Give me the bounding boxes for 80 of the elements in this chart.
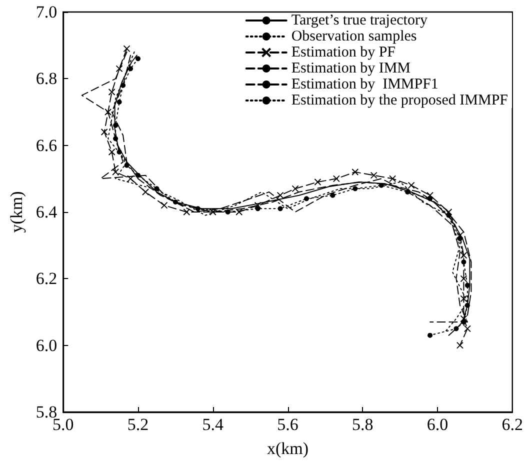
point — [142, 188, 150, 196]
point — [352, 186, 358, 192]
legend-label: Estimation by PF — [291, 44, 396, 60]
point — [428, 332, 433, 338]
point — [172, 200, 178, 204]
point — [183, 208, 190, 216]
point — [332, 175, 340, 182]
point — [428, 196, 433, 202]
point — [460, 295, 468, 302]
point — [209, 208, 216, 216]
point — [461, 260, 466, 264]
y-tick-label: 6.2 — [36, 269, 58, 288]
point — [461, 320, 466, 324]
x-axis-title: x(km) — [266, 439, 309, 458]
x-tick-label: 6.0 — [426, 415, 448, 434]
point — [456, 232, 464, 239]
y-tick-label: 6.6 — [36, 136, 58, 155]
y-tick-label: 6.8 — [36, 69, 58, 88]
point — [123, 45, 130, 52]
point — [370, 172, 378, 179]
point — [445, 208, 452, 216]
y-tick-label: 6.4 — [36, 202, 58, 222]
y-tick-label: 7.0 — [36, 2, 58, 22]
point — [154, 186, 160, 192]
x-tick-label: 5.8 — [352, 415, 374, 434]
point — [314, 178, 322, 186]
point — [128, 66, 134, 72]
legend-label: Observation samples — [291, 28, 417, 44]
point — [292, 185, 299, 192]
x-tick-label: 5.6 — [277, 415, 298, 434]
legend-label: Estimation by the proposed IMMPF — [291, 92, 508, 108]
point — [112, 168, 120, 176]
point — [454, 326, 459, 332]
x-tick-label: 5.2 — [127, 415, 149, 434]
point — [120, 82, 126, 88]
point — [330, 192, 336, 198]
point — [108, 88, 116, 96]
point — [278, 206, 283, 212]
point — [446, 212, 452, 218]
point — [464, 325, 471, 332]
point — [100, 128, 108, 136]
point — [116, 100, 122, 104]
point — [236, 208, 243, 216]
point — [352, 168, 359, 176]
point — [460, 275, 468, 282]
y-axis-title: y(km) — [7, 191, 26, 233]
point — [408, 182, 415, 189]
point — [460, 252, 468, 259]
point — [108, 148, 116, 156]
point — [225, 210, 230, 214]
point — [136, 56, 141, 62]
point — [195, 206, 200, 212]
point — [426, 192, 434, 199]
point — [255, 206, 260, 212]
point — [113, 136, 118, 142]
point — [127, 175, 134, 182]
point — [276, 192, 284, 199]
point — [136, 172, 141, 178]
point — [456, 342, 464, 349]
legend-label: Estimation by IMMPF1 — [291, 76, 438, 92]
y-tick-label: 6.0 — [36, 336, 58, 355]
point — [116, 150, 122, 154]
point — [457, 236, 462, 242]
legend-label: Target’s true trajectory — [291, 12, 428, 28]
legend-label: Estimation by IMM — [291, 60, 411, 76]
point — [104, 108, 112, 116]
point — [113, 122, 118, 128]
point — [389, 175, 396, 182]
x-tick-label: 6.2 — [502, 415, 523, 434]
point — [254, 202, 262, 209]
point — [378, 182, 384, 188]
x-tick-label: 5.4 — [202, 415, 224, 434]
point — [124, 162, 130, 168]
point — [460, 315, 468, 322]
point — [160, 202, 168, 209]
point — [464, 302, 470, 308]
point — [116, 65, 123, 72]
point — [405, 190, 410, 194]
point — [304, 196, 309, 202]
point — [464, 282, 470, 288]
